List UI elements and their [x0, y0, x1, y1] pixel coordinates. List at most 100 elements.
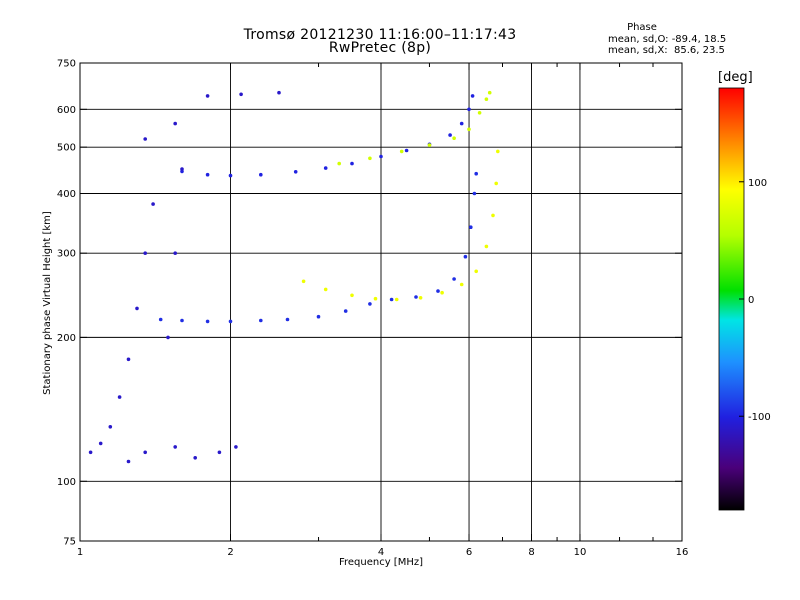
data-point — [368, 302, 372, 306]
data-point — [414, 295, 418, 299]
data-point — [477, 111, 482, 115]
data-point — [496, 149, 500, 154]
series-group — [158, 171, 479, 324]
data-point — [491, 213, 495, 218]
data-point — [135, 306, 139, 311]
colorbar-tick-label: 0 — [748, 295, 754, 306]
data-point — [228, 173, 233, 178]
series-group — [337, 90, 492, 166]
data-point — [494, 181, 499, 186]
data-point — [143, 251, 147, 255]
data-point — [126, 459, 131, 464]
data-point — [259, 318, 263, 323]
data-point — [166, 335, 170, 340]
y-tick-label: 750 — [57, 59, 76, 70]
data-point — [389, 297, 394, 302]
chart-title: Tromsø 20121230 11:16:00–11:17:43 — [243, 27, 517, 43]
data-point — [88, 450, 93, 455]
data-point — [484, 97, 489, 101]
data-point — [470, 94, 475, 98]
y-tick-label: 600 — [57, 105, 76, 116]
data-point — [173, 445, 177, 449]
data-point — [472, 191, 477, 196]
data-point — [323, 166, 328, 170]
data-point — [323, 287, 328, 292]
x-tick-label: 4 — [378, 547, 384, 558]
data-point — [463, 254, 468, 259]
data-point — [484, 244, 489, 249]
x-tick-label: 6 — [466, 547, 472, 558]
data-point — [173, 121, 177, 126]
phase-mean-o: mean, sd,O: -89.4, 18.5 — [608, 34, 727, 45]
data-point — [205, 172, 210, 177]
x-axis-label: Frequency [MHz] — [338, 557, 424, 568]
series-group — [180, 94, 475, 178]
colorbar-label: [deg] — [718, 70, 753, 85]
data-point — [117, 395, 122, 399]
data-point — [350, 161, 354, 166]
data-point — [467, 107, 471, 112]
data-point — [143, 450, 147, 455]
data-point — [459, 282, 464, 287]
phase-mean-x: mean, sd,X: 85.6, 23.5 — [608, 45, 725, 56]
data-point — [205, 319, 210, 324]
data-point — [180, 318, 184, 323]
data-point — [379, 154, 383, 159]
x-tick-label: 1 — [77, 547, 83, 558]
data-point — [316, 314, 321, 319]
data-point — [436, 289, 440, 293]
data-point — [399, 149, 404, 154]
data-point — [158, 317, 163, 322]
data-point — [373, 296, 378, 301]
data-point — [180, 167, 184, 171]
data-point — [474, 171, 479, 176]
y-tick-label: 200 — [57, 333, 76, 344]
data-point — [143, 137, 147, 141]
data-point — [394, 297, 399, 302]
x-tick-label: 2 — [227, 547, 233, 558]
data-point — [427, 143, 432, 147]
x-tick-label: 10 — [574, 547, 587, 558]
y-tick-label: 400 — [57, 189, 76, 200]
data-point — [487, 90, 492, 95]
data-point — [452, 277, 456, 281]
data-point — [193, 456, 197, 460]
data-point — [205, 94, 210, 98]
data-point — [404, 148, 409, 153]
data-point — [277, 90, 281, 95]
chart-subtitle: RwPretec (8p) — [328, 40, 432, 56]
data-point — [418, 296, 423, 300]
data-point — [467, 127, 471, 132]
y-tick-label: 75 — [63, 537, 76, 548]
colorbar-tick-label: 100 — [748, 178, 767, 189]
data-point — [301, 279, 306, 284]
data-point — [239, 92, 243, 97]
y-tick-label: 500 — [57, 143, 76, 154]
data-point — [459, 121, 464, 126]
y-axis-label: Stationary phase Virtual Height [km] — [42, 211, 53, 395]
data-point — [173, 251, 177, 255]
data-point — [440, 290, 444, 295]
colorbar-tick-label: -100 — [748, 412, 771, 423]
data-point — [217, 450, 222, 455]
data-point — [234, 445, 238, 449]
data-point — [452, 136, 456, 140]
data-point — [98, 441, 103, 446]
data-point — [343, 309, 348, 313]
data-point — [126, 357, 131, 362]
y-tick-label: 100 — [57, 477, 76, 488]
data-point — [337, 161, 342, 166]
data-point — [151, 202, 155, 206]
data-point — [285, 317, 290, 322]
x-tick-label: 16 — [676, 547, 689, 558]
data-point — [228, 319, 233, 324]
data-point — [108, 425, 113, 429]
x-tick-label: 8 — [528, 547, 534, 558]
data-point — [293, 170, 298, 174]
data-point — [448, 133, 452, 137]
series-group — [88, 90, 281, 464]
data-point — [350, 293, 354, 298]
data-point — [469, 225, 473, 229]
phase-heading: Phase — [627, 22, 657, 33]
